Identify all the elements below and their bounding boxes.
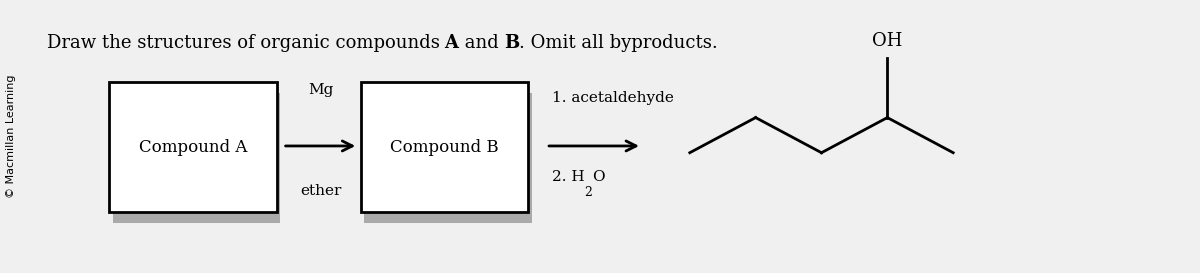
Text: © Macmillan Learning: © Macmillan Learning — [6, 75, 16, 198]
FancyBboxPatch shape — [364, 93, 532, 223]
Text: Mg: Mg — [307, 83, 334, 97]
Text: 2: 2 — [584, 170, 593, 183]
Text: O: O — [593, 170, 605, 184]
FancyBboxPatch shape — [113, 93, 281, 223]
Text: OH: OH — [872, 32, 902, 50]
Text: 1. acetaldehyde: 1. acetaldehyde — [552, 91, 674, 105]
Text: 2: 2 — [584, 186, 593, 200]
Text: 2. H: 2. H — [552, 170, 584, 184]
FancyBboxPatch shape — [360, 82, 528, 212]
Text: Draw the structures of organic compounds: Draw the structures of organic compounds — [47, 34, 445, 52]
Text: B: B — [504, 34, 520, 52]
Text: Compound B: Compound B — [390, 139, 499, 156]
Text: . Omit all byproducts.: . Omit all byproducts. — [520, 34, 718, 52]
Text: and: and — [458, 34, 504, 52]
Text: A: A — [444, 34, 458, 52]
Text: Compound A: Compound A — [139, 139, 247, 156]
Text: ether: ether — [300, 184, 341, 198]
FancyBboxPatch shape — [109, 82, 277, 212]
